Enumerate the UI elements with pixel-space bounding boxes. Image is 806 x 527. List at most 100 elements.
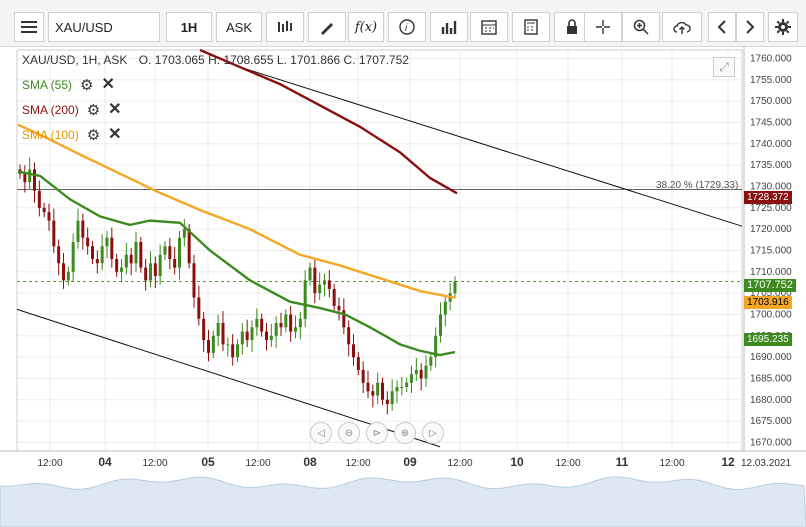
zoom-button[interactable] — [622, 12, 660, 42]
symbol-input[interactable] — [48, 12, 160, 42]
candle-body — [33, 169, 36, 191]
candle-body — [439, 314, 442, 336]
lock-icon — [567, 19, 577, 34]
candle-body — [327, 280, 331, 289]
candle-body — [337, 305, 341, 311]
x-tick-label: 12:00 — [659, 458, 684, 469]
y-tick-label: 1725.000 — [750, 203, 792, 214]
candle-body — [71, 241, 75, 272]
candle-body — [52, 220, 56, 247]
x-tick-label: 12 — [721, 455, 735, 469]
y-tick-label: 1745.000 — [750, 118, 792, 129]
price-tag-sma55: 1695.235 — [744, 333, 792, 346]
gear-icon — [775, 19, 791, 35]
candle-body — [76, 220, 80, 242]
scroll-left-icon[interactable]: ◁ — [310, 422, 332, 444]
volume-button[interactable] — [430, 12, 468, 42]
x-tick-label: 12:00 — [345, 458, 370, 469]
candle-body — [274, 323, 278, 336]
candle-body — [226, 344, 230, 346]
x-tick-label: 12:00 — [447, 458, 472, 469]
chart-type-button[interactable] — [266, 12, 304, 42]
interval-selector[interactable]: 1H — [166, 12, 212, 42]
x-tick-label: 12:00 — [245, 458, 270, 469]
candle-body — [231, 344, 235, 358]
y-tick-label: 1670.000 — [750, 437, 792, 448]
candle-body — [153, 263, 157, 277]
toolbar: 1H ASK f(x) i — [0, 0, 806, 47]
menu-button[interactable] — [14, 12, 44, 42]
gear-icon[interactable]: ⚙ — [80, 76, 94, 94]
calculator-button[interactable] — [512, 12, 550, 42]
x-tick-label: 09 — [403, 455, 417, 469]
y-tick-label: 1680.000 — [750, 395, 792, 406]
cloud-upload-button[interactable] — [662, 12, 702, 42]
chart-title: XAU/USD, 1H, ASK — [22, 53, 128, 67]
expand-chart-button[interactable]: ⤢ — [713, 57, 735, 77]
candle-body — [385, 399, 389, 405]
cloud-upload-icon — [673, 21, 691, 34]
candle-body — [139, 241, 143, 268]
gear-icon[interactable]: ⚙ — [86, 101, 101, 119]
candle-body — [284, 314, 288, 328]
x-tick-label: 12:00 — [555, 458, 580, 469]
candle-body — [342, 310, 346, 328]
candle-body — [443, 301, 447, 315]
arrow-left-icon — [717, 20, 726, 34]
price-type-label: ASK — [225, 19, 252, 35]
price-type-selector[interactable]: ASK — [216, 12, 262, 42]
scroll-back-button[interactable] — [708, 12, 736, 42]
zoom-in-icon[interactable]: ⊕ — [394, 422, 416, 444]
close-icon[interactable]: ✕ — [101, 76, 115, 93]
candle-body — [37, 190, 41, 208]
price-chart[interactable]: 1760.000 1755.000 1750.000 1745.000 1740.000… — [0, 46, 806, 527]
candle-body — [134, 241, 138, 264]
ohlc-values: O. 1703.065 H. 1708.655 L. 1701.866 C. 1… — [138, 53, 409, 67]
close-icon[interactable]: ✕ — [108, 126, 122, 143]
x-tick-label: 08 — [303, 455, 317, 469]
candle-body — [414, 369, 418, 375]
draw-tools-button[interactable] — [308, 12, 346, 42]
reset-icon[interactable]: ⊳ — [366, 422, 388, 444]
y-tick-label: 1730.000 — [750, 182, 792, 193]
candle-body — [28, 169, 32, 183]
y-tick-label: 1690.000 — [750, 352, 792, 363]
candle-body — [289, 314, 293, 332]
x-tick-label: 12:00 — [37, 458, 62, 469]
settings-button[interactable] — [768, 12, 798, 42]
calendar-button[interactable] — [470, 12, 508, 42]
candle-body — [86, 237, 90, 247]
x-tick-label: 04 — [98, 455, 112, 469]
y-tick-label: 1705.000 — [750, 288, 792, 299]
zoom-out-icon[interactable]: ⊖ — [338, 422, 360, 444]
candle-body — [395, 387, 399, 392]
indicators-button[interactable]: f(x) — [348, 12, 384, 42]
scroll-forward-button[interactable] — [736, 12, 764, 42]
candle-body — [216, 323, 220, 336]
sma200-line — [199, 48, 458, 195]
candle-body — [81, 220, 85, 238]
scroll-right-icon[interactable]: ▷ — [422, 422, 444, 444]
candle-body — [255, 318, 259, 328]
candle-body — [95, 259, 99, 264]
candle-body — [352, 344, 355, 358]
candle-body — [240, 331, 244, 345]
info-button[interactable]: i — [388, 12, 426, 42]
candle-body — [323, 280, 326, 285]
candle-body — [187, 229, 191, 264]
candle-body — [144, 267, 148, 281]
close-icon[interactable]: ✕ — [108, 101, 122, 118]
crosshair-button[interactable] — [584, 12, 622, 42]
candle-body — [318, 284, 322, 294]
menu-icon — [21, 21, 37, 33]
indicator-fx-icon: f(x) — [354, 19, 378, 35]
fib-label: 38.20 % (1729.33) — [656, 180, 739, 191]
indicator-label-sma200: SMA (200) — [22, 103, 79, 117]
candle-body — [23, 173, 27, 183]
y-tick-label: 1700.000 — [750, 309, 792, 320]
chart-type-icon — [278, 21, 292, 32]
candle-body — [100, 246, 104, 264]
y-tick-label: 1735.000 — [750, 160, 792, 171]
gear-icon[interactable]: ⚙ — [86, 126, 101, 144]
candle-body — [192, 263, 196, 298]
